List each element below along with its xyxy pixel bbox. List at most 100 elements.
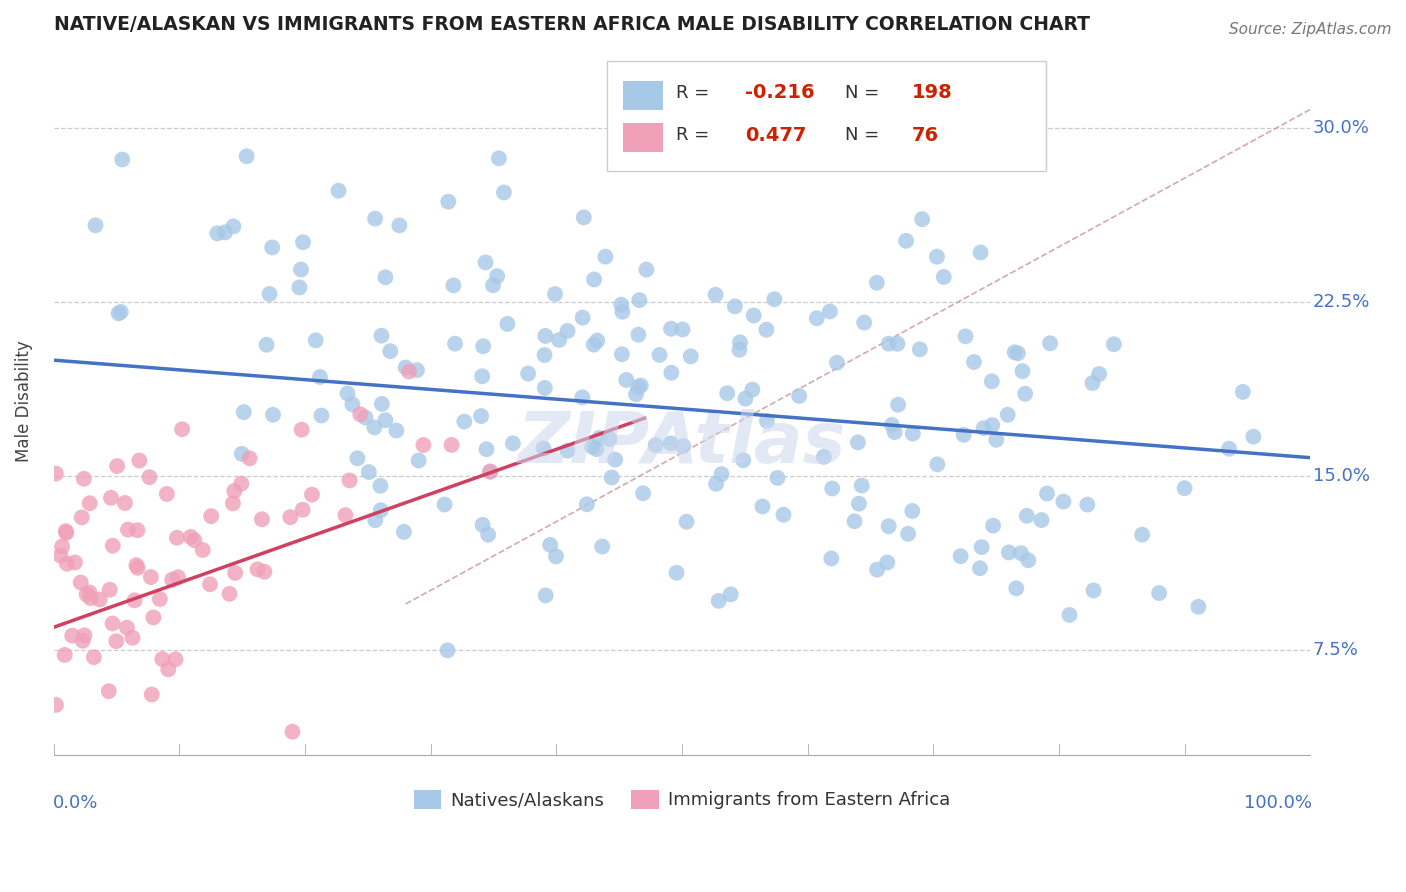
Point [877,336,900,351]
Point [222,496,245,510]
Point [406,363,429,377]
Point [557,443,579,458]
Point [894,234,917,248]
Point [160,573,183,587]
Point [471,517,494,532]
Point [488,151,510,165]
Text: -0.216: -0.216 [745,83,814,103]
Point [374,270,396,285]
Point [45,698,67,712]
Point [538,538,561,552]
Point [392,524,415,539]
Point [583,272,606,286]
Point [231,447,253,461]
Point [191,543,214,558]
Point [262,408,284,422]
Point [886,336,908,351]
Point [412,438,434,452]
Point [1174,481,1197,495]
Point [370,503,392,517]
Point [1088,367,1111,381]
Point [55,525,77,540]
Point [124,593,146,607]
Point [305,334,328,348]
Point [142,610,165,624]
Point [238,451,260,466]
Point [72,633,94,648]
Point [231,476,253,491]
Point [672,439,695,453]
Point [751,500,773,514]
Point [821,482,844,496]
Point [1081,376,1104,390]
Point [73,472,96,486]
Point [55,524,77,538]
Point [183,533,205,548]
Point [328,184,350,198]
Point [588,431,610,445]
Point [256,338,278,352]
Point [288,280,311,294]
Point [1007,346,1029,360]
Point [806,311,828,326]
Point [301,487,323,501]
Point [335,508,357,523]
Point [820,551,842,566]
Point [848,497,870,511]
Point [49,549,72,563]
Point [207,227,229,241]
Point [1014,386,1036,401]
FancyBboxPatch shape [623,123,664,153]
Point [336,386,359,401]
Point [969,561,991,575]
Point [704,287,727,301]
Point [291,503,314,517]
Point [84,219,107,233]
Point [346,451,368,466]
Point [901,504,924,518]
Point [818,304,841,318]
Point [311,409,333,423]
Point [901,426,924,441]
Text: N =: N = [845,84,886,102]
Point [603,452,626,467]
Point [612,304,634,318]
Point [755,414,778,428]
Point [278,510,301,524]
Point [1187,599,1209,614]
Point [73,628,96,642]
Point [380,344,402,359]
Point [970,540,993,554]
Point [716,386,738,401]
Point [141,688,163,702]
Point [614,373,637,387]
Point [724,299,747,313]
Point [444,336,467,351]
Point [89,592,111,607]
Point [981,418,1004,433]
Point [259,287,281,301]
Point [630,378,652,392]
Point [998,545,1021,559]
Point [704,476,727,491]
Point [927,458,949,472]
Text: NATIVE/ALASKAN VS IMMIGRANTS FROM EASTERN AFRICA MALE DISABILITY CORRELATION CHA: NATIVE/ALASKAN VS IMMIGRANTS FROM EASTER… [53,15,1090,34]
Point [772,508,794,522]
Point [1015,508,1038,523]
Text: 30.0%: 30.0% [1313,119,1369,137]
Point [100,491,122,505]
Point [222,219,245,234]
Legend: Natives/Alaskans, Immigrants from Eastern Africa: Natives/Alaskans, Immigrants from Easter… [408,783,957,817]
Point [364,211,387,226]
Point [150,652,173,666]
Text: 76: 76 [912,126,939,145]
Point [1052,494,1074,508]
Point [534,329,557,343]
Point [53,648,76,662]
Point [851,478,873,492]
Point [200,509,222,524]
Point [846,435,869,450]
Point [198,577,221,591]
Point [479,465,502,479]
Point [98,582,121,597]
